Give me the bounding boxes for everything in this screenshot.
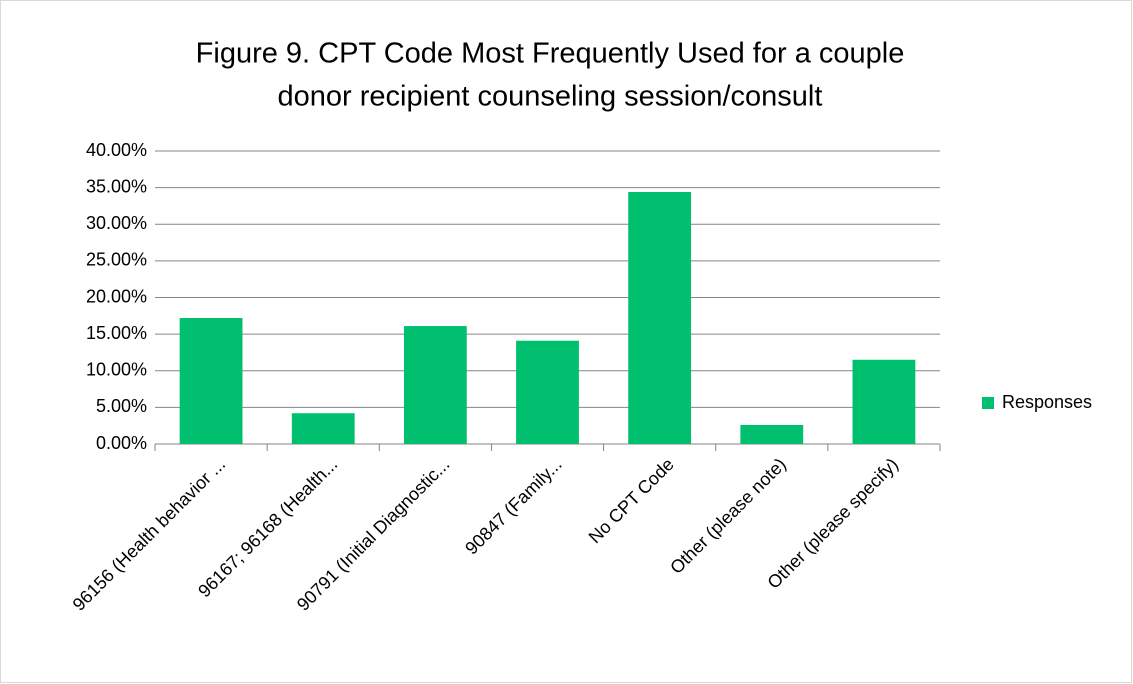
y-tick-label: 30.00% bbox=[86, 213, 147, 233]
y-tick-label: 20.00% bbox=[86, 286, 147, 306]
y-tick-label: 15.00% bbox=[86, 323, 147, 343]
y-tick-label: 0.00% bbox=[96, 433, 147, 453]
legend-label: Responses bbox=[1002, 392, 1092, 412]
bar bbox=[179, 318, 243, 444]
bar bbox=[291, 413, 355, 444]
bar bbox=[740, 424, 804, 444]
y-tick-label: 25.00% bbox=[86, 250, 147, 270]
bar bbox=[516, 340, 579, 444]
legend-swatch bbox=[982, 397, 994, 409]
y-tick-label: 40.00% bbox=[86, 140, 147, 160]
y-tick-label: 35.00% bbox=[86, 176, 147, 196]
chart-title: Figure 9. CPT Code Most Frequently Used … bbox=[196, 38, 905, 70]
chart-title: donor recipient counseling session/consu… bbox=[278, 81, 823, 113]
bar bbox=[852, 359, 916, 444]
bar bbox=[403, 326, 467, 444]
y-tick-label: 10.00% bbox=[86, 360, 147, 380]
y-tick-label: 5.00% bbox=[96, 396, 147, 416]
bar bbox=[628, 192, 692, 444]
